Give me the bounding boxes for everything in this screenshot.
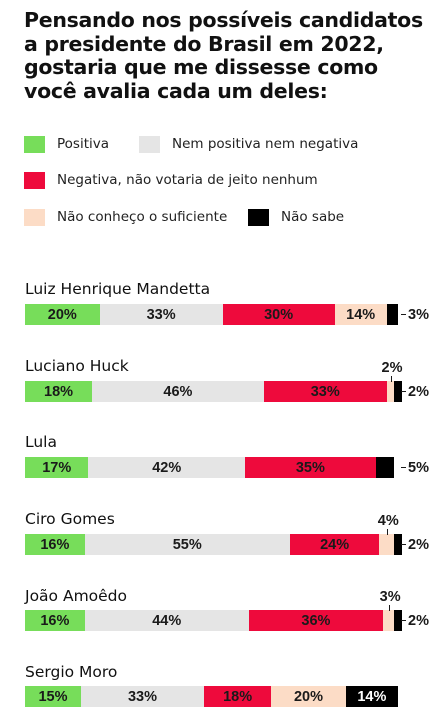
bar-segment-negative: 24% bbox=[289, 534, 380, 555]
candidate-name: Sergio Moro bbox=[25, 663, 118, 681]
bar-segment-dont-know bbox=[386, 304, 398, 325]
leader-line bbox=[390, 376, 392, 382]
leader-line bbox=[401, 620, 406, 621]
legend-item-unknown: Não conheço o suficiente bbox=[24, 207, 227, 227]
bar-segment-neutral: 33% bbox=[80, 686, 205, 707]
leader-line bbox=[401, 544, 406, 545]
data-label-dont-know: 5% bbox=[408, 460, 429, 476]
legend-label-positive: Positiva bbox=[57, 136, 110, 152]
bar-segment-neutral: 33% bbox=[99, 304, 223, 325]
candidate-name: Ciro Gomes bbox=[25, 510, 115, 528]
bar-segment-negative: 36% bbox=[248, 610, 384, 631]
bar-segment-positive: 16% bbox=[25, 610, 85, 631]
legend-swatch-positive bbox=[24, 135, 45, 153]
legend-swatch-dont-know bbox=[248, 208, 269, 226]
legend-swatch-unknown bbox=[24, 208, 45, 226]
data-label-unknown: 4% bbox=[377, 513, 399, 529]
chart-title: Pensando nos possíveis candidatos a pres… bbox=[24, 8, 423, 103]
legend-item-neutral: Nem positiva nem negativa bbox=[139, 134, 358, 154]
bar-segment-neutral: 42% bbox=[88, 457, 246, 478]
bar-segment-dont-know bbox=[394, 534, 402, 555]
leader-line bbox=[401, 467, 406, 468]
bar-segment-negative: 18% bbox=[204, 686, 272, 707]
leader-line bbox=[401, 314, 406, 315]
candidate-name: Luciano Huck bbox=[25, 357, 129, 375]
legend-label-unknown: Não conheço o suficiente bbox=[57, 209, 228, 225]
bar-segment-unknown bbox=[379, 534, 395, 555]
bar-segment-neutral: 55% bbox=[84, 534, 290, 555]
bar-segment-unknown bbox=[383, 610, 395, 631]
bar-segment-dont-know bbox=[375, 457, 395, 478]
bar-segment-unknown bbox=[386, 381, 395, 402]
data-label-unknown: 2% bbox=[381, 360, 403, 376]
legend-label-neutral: Nem positiva nem negativa bbox=[172, 136, 359, 152]
legend-item-positive: Positiva bbox=[24, 134, 109, 154]
legend-item-dont-know: Não sabe bbox=[248, 207, 344, 227]
data-label-dont-know: 2% bbox=[408, 384, 429, 400]
legend-swatch-negative bbox=[24, 171, 45, 189]
bar-segment-positive: 15% bbox=[25, 686, 81, 707]
data-label-unknown: 3% bbox=[379, 589, 401, 605]
bar-segment-unknown: 14% bbox=[334, 304, 387, 325]
legend-item-negative: Negativa, não votaria de jeito nenhum bbox=[24, 170, 318, 190]
bar-segment-neutral: 46% bbox=[92, 381, 264, 402]
bar-segment-unknown: 20% bbox=[271, 686, 346, 707]
candidate-name: Luiz Henrique Mandetta bbox=[25, 280, 211, 298]
leader-line bbox=[386, 529, 388, 535]
legend-label-dont-know: Não sabe bbox=[281, 209, 345, 225]
leader-line bbox=[388, 605, 390, 611]
bar-segment-positive: 18% bbox=[25, 381, 93, 402]
data-label-dont-know: 2% bbox=[408, 613, 429, 629]
candidate-name: Lula bbox=[25, 433, 57, 451]
data-label-dont-know: 2% bbox=[408, 537, 429, 553]
legend-swatch-neutral bbox=[139, 135, 160, 153]
bar-segment-neutral: 44% bbox=[84, 610, 249, 631]
bar-segment-positive: 20% bbox=[25, 304, 100, 325]
data-label-dont-know: 3% bbox=[408, 307, 429, 323]
bar-segment-dont-know: 14% bbox=[345, 686, 398, 707]
bar-segment-negative: 35% bbox=[245, 457, 376, 478]
bar-segment-positive: 16% bbox=[25, 534, 85, 555]
legend-label-negative: Negativa, não votaria de jeito nenhum bbox=[57, 172, 318, 188]
bar-segment-negative: 33% bbox=[263, 381, 387, 402]
bar-segment-positive: 17% bbox=[25, 457, 89, 478]
bar-segment-dont-know bbox=[394, 381, 402, 402]
leader-line bbox=[401, 391, 406, 392]
bar-segment-negative: 30% bbox=[222, 304, 335, 325]
candidate-name: João Amoêdo bbox=[25, 587, 128, 605]
bar-segment-dont-know bbox=[394, 610, 402, 631]
